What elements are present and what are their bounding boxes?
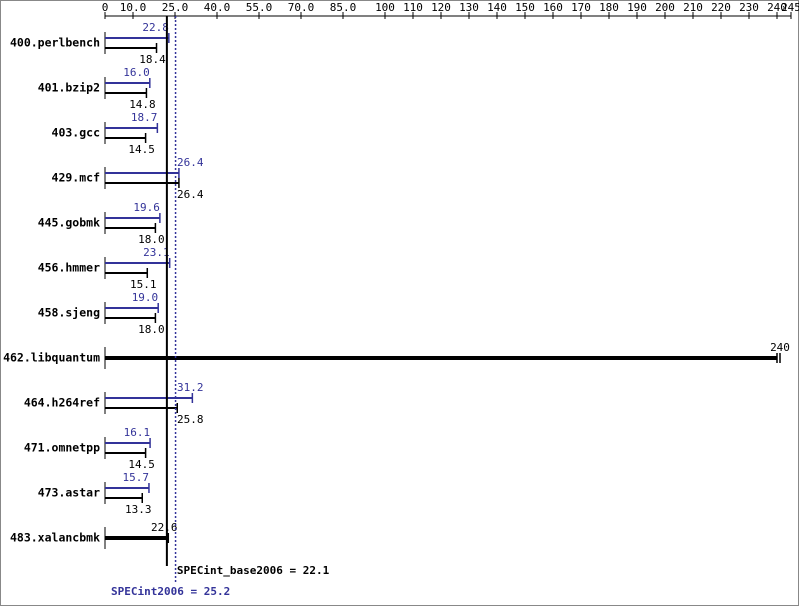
value-label: 31.2 <box>177 381 204 394</box>
value-label: 14.5 <box>128 458 155 471</box>
value-label: 25.8 <box>177 413 204 426</box>
value-label: 16.1 <box>124 426 151 439</box>
x-tick-label: 0 <box>102 1 109 14</box>
category-label: 456.hmmer <box>38 261 100 275</box>
x-tick-label: 245 <box>781 1 799 14</box>
value-label: 22.6 <box>151 521 178 534</box>
category-label: 464.h264ref <box>24 396 100 410</box>
category-label: 400.perlbench <box>10 36 100 50</box>
value-label: 26.4 <box>177 156 204 169</box>
x-tick-label: 85.0 <box>330 1 357 14</box>
value-label: 22.8 <box>142 21 169 34</box>
x-tick-label: 160 <box>543 1 563 14</box>
x-tick-label: 170 <box>571 1 591 14</box>
value-label: 23.1 <box>143 246 170 259</box>
value-label: 18.0 <box>138 323 165 336</box>
reference-label: SPECint2006 = 25.2 <box>111 585 230 598</box>
x-tick-label: 210 <box>683 1 703 14</box>
x-tick-label: 140 <box>487 1 507 14</box>
value-label: 19.6 <box>133 201 160 214</box>
category-label: 429.mcf <box>52 171 101 185</box>
value-label: 26.4 <box>177 188 204 201</box>
x-tick-label: 70.0 <box>288 1 315 14</box>
category-label: 462.libquantum <box>3 351 100 365</box>
x-tick-label: 10.0 <box>120 1 147 14</box>
x-tick-label: 230 <box>739 1 759 14</box>
x-tick-label: 40.0 <box>204 1 231 14</box>
category-label: 483.xalancbmk <box>10 531 100 545</box>
x-tick-label: 150 <box>515 1 535 14</box>
category-label: 471.omnetpp <box>24 441 100 455</box>
category-label: 473.astar <box>38 486 100 500</box>
value-label: 18.0 <box>138 233 165 246</box>
category-label: 445.gobmk <box>38 216 100 230</box>
x-tick-label: 110 <box>403 1 423 14</box>
reference-label: SPECint_base2006 = 22.1 <box>177 564 330 577</box>
value-label: 15.1 <box>130 278 157 291</box>
value-label: 14.8 <box>129 98 156 111</box>
x-tick-label: 130 <box>459 1 479 14</box>
value-label: 14.5 <box>128 143 155 156</box>
category-label: 403.gcc <box>52 126 100 140</box>
value-label: 16.0 <box>123 66 150 79</box>
x-tick-label: 120 <box>431 1 451 14</box>
value-label: 13.3 <box>125 503 152 516</box>
value-label: 240 <box>770 341 790 354</box>
x-tick-label: 190 <box>627 1 647 14</box>
x-tick-label: 180 <box>599 1 619 14</box>
value-label: 15.7 <box>122 471 149 484</box>
category-label: 458.sjeng <box>38 306 100 320</box>
value-label: 18.7 <box>131 111 158 124</box>
x-tick-label: 220 <box>711 1 731 14</box>
x-tick-label: 200 <box>655 1 675 14</box>
category-label: 401.bzip2 <box>38 81 100 95</box>
x-tick-label: 240 <box>767 1 787 14</box>
value-label: 19.0 <box>132 291 159 304</box>
x-tick-label: 25.0 <box>162 1 189 14</box>
x-tick-label: 100 <box>375 1 395 14</box>
value-label: 18.4 <box>139 53 166 66</box>
x-tick-label: 55.0 <box>246 1 273 14</box>
